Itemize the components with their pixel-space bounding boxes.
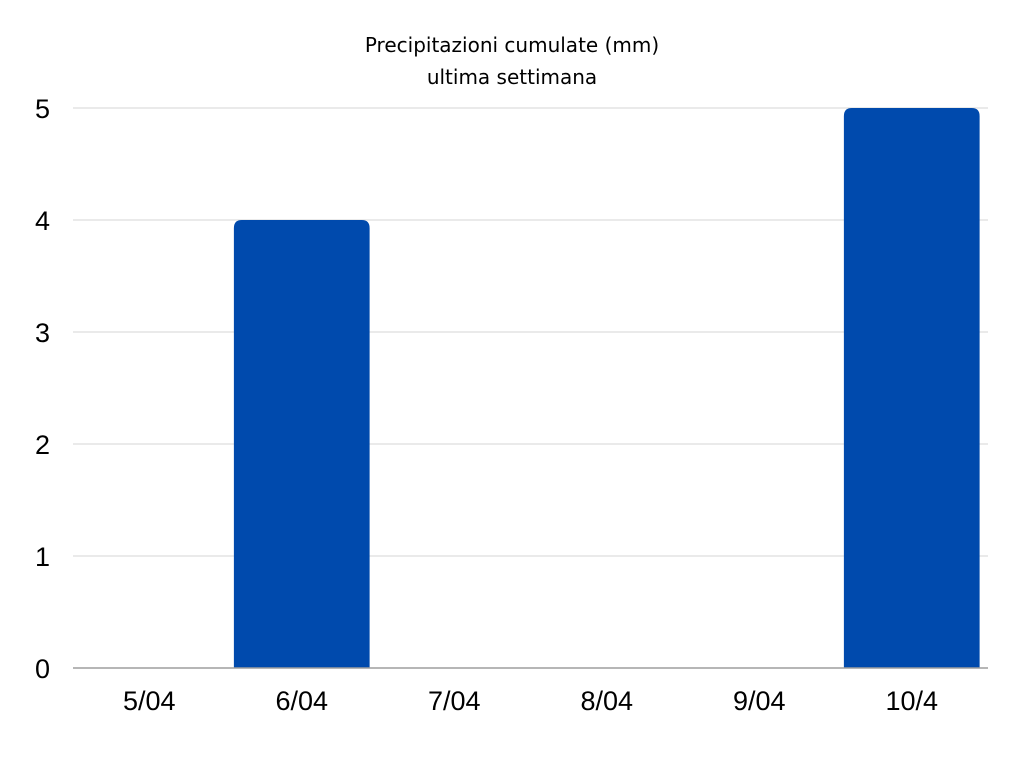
chart-title: Precipitazioni cumulate (mm) [365, 33, 659, 57]
bars [233, 108, 980, 668]
x-tick-label: 7/04 [428, 686, 481, 716]
y-tick-label: 0 [35, 654, 50, 684]
x-tick-label: 8/04 [580, 686, 633, 716]
y-tick-label: 4 [35, 206, 50, 236]
y-tick-label: 3 [35, 318, 50, 348]
y-tick-label: 1 [35, 542, 50, 572]
gridlines [73, 107, 988, 557]
x-tick-label: 9/04 [733, 686, 786, 716]
y-axis-ticks: 0 1 2 3 4 5 [35, 94, 50, 684]
chart-subtitle: ultima settimana [427, 65, 597, 89]
y-tick-label: 5 [35, 94, 50, 124]
y-tick-label: 2 [35, 430, 50, 460]
x-tick-label: 5/04 [123, 686, 176, 716]
bar-6-04 [233, 220, 370, 668]
x-tick-label: 6/04 [275, 686, 328, 716]
x-tick-label: 10/4 [885, 686, 938, 716]
x-axis-ticks: 5/04 6/04 7/04 8/04 9/04 10/4 [123, 686, 938, 716]
bar-10-4 [843, 108, 980, 668]
